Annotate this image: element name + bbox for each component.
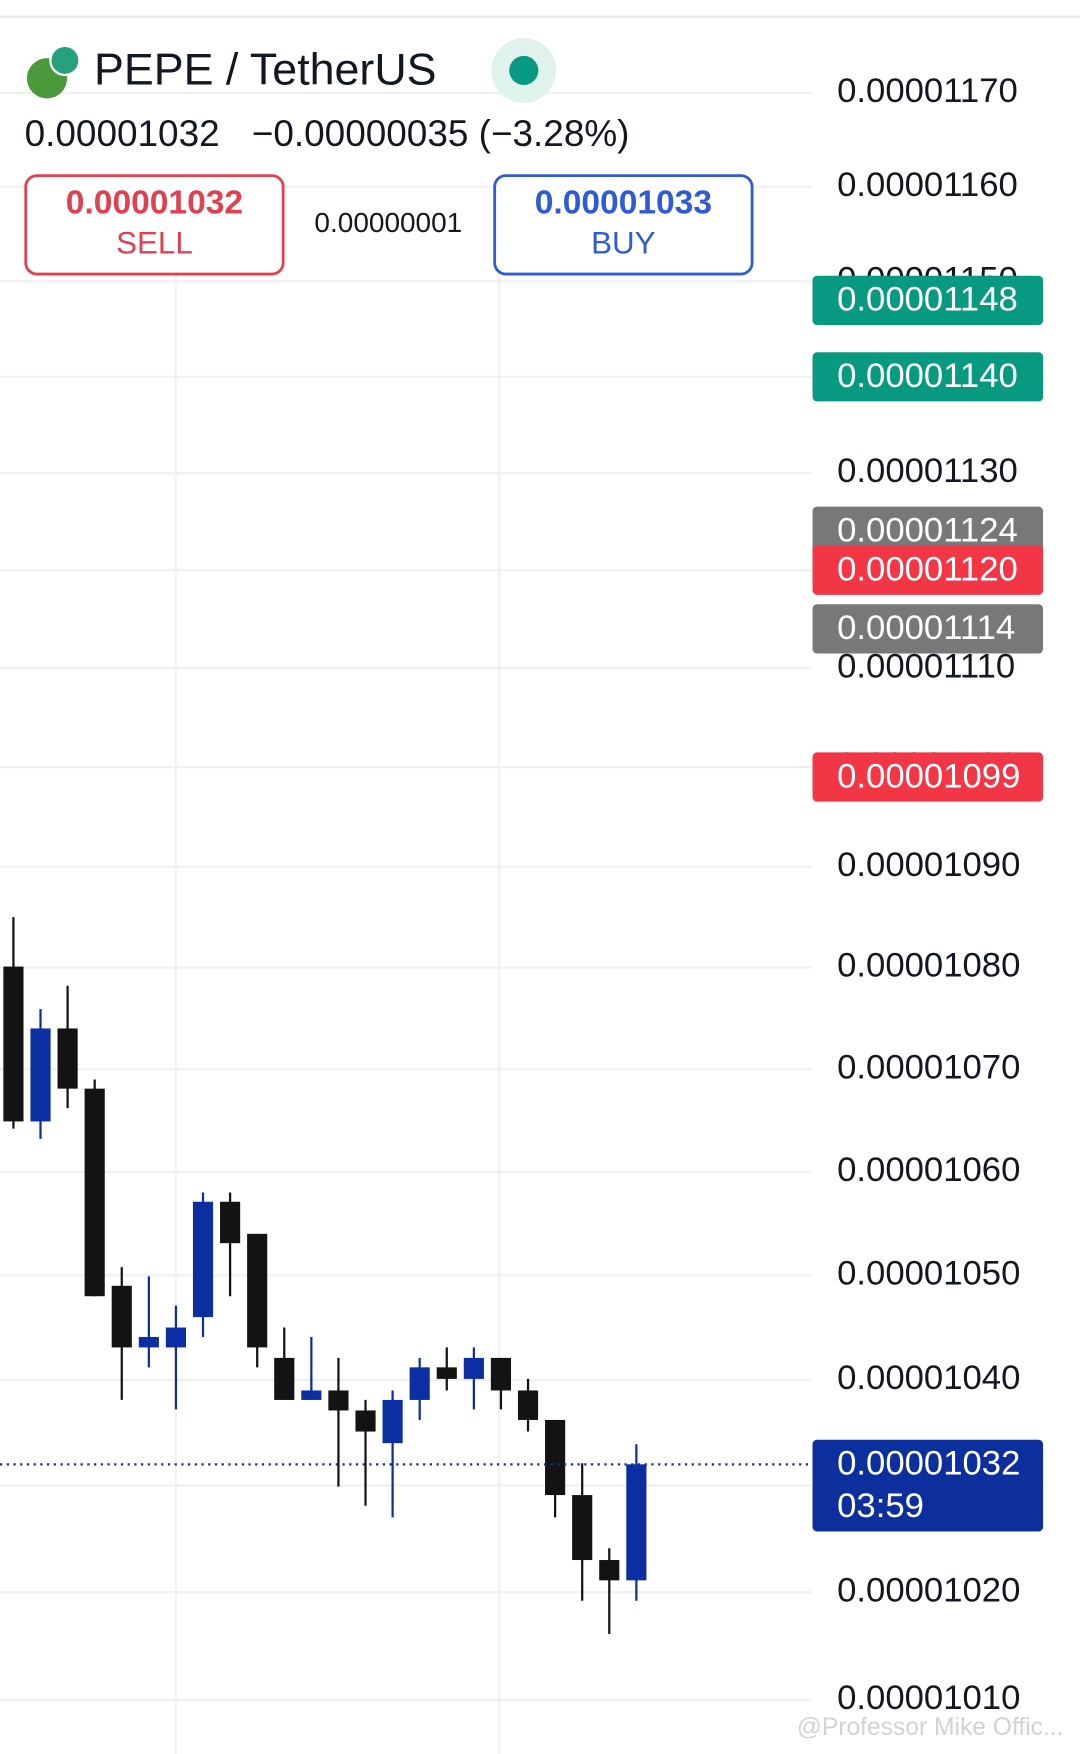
watermark: @Professor Mike Offic... — [797, 1714, 1064, 1741]
price-change: −0.00000035 (−3.28%) — [252, 113, 630, 154]
price-label-box — [812, 604, 1044, 654]
price-label-box — [812, 506, 1044, 556]
countdown: 03:59 — [837, 1487, 924, 1525]
sell-button[interactable]: 0.00001032 SELL — [24, 174, 285, 276]
current-price-box — [812, 1439, 1044, 1532]
candle-body — [57, 1028, 78, 1089]
candle-body — [274, 1357, 295, 1400]
candle-body — [84, 1088, 105, 1297]
price-axis: 0.000010100.000010200.000010300.00001040… — [812, 72, 1044, 1717]
buy-price[interactable]: 0.00001033 — [535, 185, 712, 222]
candle-body — [220, 1201, 241, 1244]
last-price: 0.00001032 — [25, 113, 220, 154]
y-tick-label: 0.00001010 — [837, 1679, 1020, 1717]
price-label-box — [812, 275, 1044, 326]
y-tick-label: 0.00001060 — [837, 1151, 1020, 1189]
buy-button[interactable]: 0.00001033 BUY — [493, 174, 754, 276]
candle-body — [355, 1410, 376, 1432]
candle-body — [111, 1285, 132, 1348]
candle-body — [301, 1390, 322, 1400]
candle-body — [517, 1390, 539, 1420]
quote-icon — [49, 44, 81, 77]
symbol: PEPE / TetherUS — [94, 45, 437, 95]
y-tick-label: 0.00001040 — [837, 1359, 1020, 1397]
price-label: 0.00001120 — [837, 550, 1018, 588]
buy-button-frame[interactable] — [493, 174, 754, 276]
candles — [0, 917, 812, 1634]
candle-body — [490, 1357, 512, 1391]
sell-price[interactable]: 0.00001032 — [66, 185, 243, 222]
price-label-box — [812, 352, 1044, 402]
candle-body — [328, 1390, 349, 1411]
y-tick-label: 0.00001170 — [837, 72, 1018, 110]
candle-body — [382, 1399, 403, 1444]
candle-body — [545, 1419, 566, 1496]
candle-body — [165, 1327, 187, 1348]
price-label: 0.00001148 — [837, 281, 1018, 319]
candle-body — [436, 1367, 457, 1379]
header: PEPE / TetherUS 0.00001032 −0.00000035 (… — [24, 38, 754, 276]
candle-body — [30, 1028, 51, 1122]
price-label-box — [812, 752, 1044, 802]
buy-label[interactable]: BUY — [591, 225, 656, 260]
y-tick-label: 0.00001050 — [837, 1255, 1020, 1293]
spread: 0.00000001 — [314, 207, 462, 238]
y-tick-label: 0.00001080 — [837, 947, 1020, 985]
candle-body — [3, 966, 24, 1122]
y-tick-label: 0.00001130 — [837, 452, 1018, 490]
y-tick-label: 0.00001090 — [837, 846, 1020, 884]
price-label: 0.00001114 — [837, 609, 1015, 647]
candle-body — [409, 1367, 430, 1400]
candle-body — [626, 1464, 647, 1581]
candle-body — [463, 1357, 484, 1379]
candle-body — [247, 1233, 268, 1348]
y-tick-label: 0.00001160 — [837, 166, 1018, 204]
candle-body — [192, 1201, 214, 1318]
candle-body — [138, 1336, 159, 1348]
price-label: 0.00001124 — [837, 512, 1018, 550]
price-label-box — [812, 545, 1044, 595]
sell-label[interactable]: SELL — [116, 225, 193, 260]
y-tick-label: 0.00001070 — [837, 1048, 1020, 1086]
candle-body — [599, 1560, 620, 1581]
current-price-label: 0.00001032 — [837, 1445, 1020, 1483]
price-label: 0.00001099 — [837, 757, 1020, 795]
sell-button-frame[interactable] — [24, 174, 285, 276]
candle-body — [572, 1495, 593, 1561]
price-label: 0.00001140 — [837, 357, 1018, 395]
y-tick-label: 0.00001110 — [837, 647, 1015, 685]
y-tick-label: 0.00001020 — [837, 1571, 1020, 1609]
status-dot — [509, 55, 539, 86]
